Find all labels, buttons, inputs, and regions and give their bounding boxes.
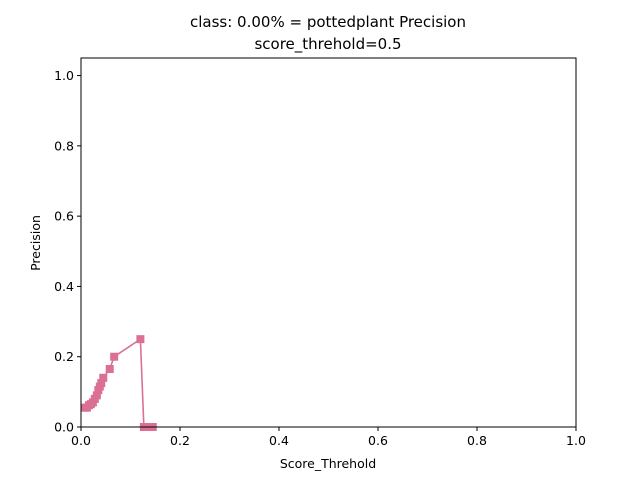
x-tick-label: 0.0	[71, 433, 91, 448]
x-tick-label: 0.2	[170, 433, 190, 448]
chart-title-line-2: score_threhold=0.5	[254, 35, 401, 54]
x-tick-label: 1.0	[566, 433, 586, 448]
data-point-marker	[97, 379, 106, 388]
y-tick-label: 0.8	[54, 138, 74, 153]
data-point-marker	[99, 373, 108, 382]
data-point-marker	[110, 352, 119, 361]
x-tick-label: 0.4	[269, 433, 289, 448]
y-tick-label: 0.0	[54, 420, 74, 435]
y-tick-label: 0.4	[54, 279, 74, 294]
chart-title-line-1: class: 0.00% = pottedplant Precision	[190, 13, 466, 31]
x-tick-label: 0.6	[368, 433, 388, 448]
x-tick-label: 0.8	[467, 433, 487, 448]
data-point-marker	[92, 391, 101, 400]
y-tick-label: 0.6	[54, 209, 74, 224]
series-layer	[80, 335, 157, 431]
plot-area-frame	[80, 57, 577, 428]
data-point-marker	[136, 335, 145, 344]
x-axis-label: Score_Threhold	[280, 456, 376, 471]
y-tick-label: 0.2	[54, 349, 74, 364]
data-point-marker	[105, 365, 114, 374]
y-axis-label: Precision	[28, 215, 43, 271]
series-line	[84, 338, 153, 428]
tick-layer: 0.0 0.2 0.4 0.6 0.8 1.0 0.0 0.2 0.4 0.6 0.8 1.0	[54, 68, 586, 448]
y-tick-label: 1.0	[54, 68, 74, 83]
